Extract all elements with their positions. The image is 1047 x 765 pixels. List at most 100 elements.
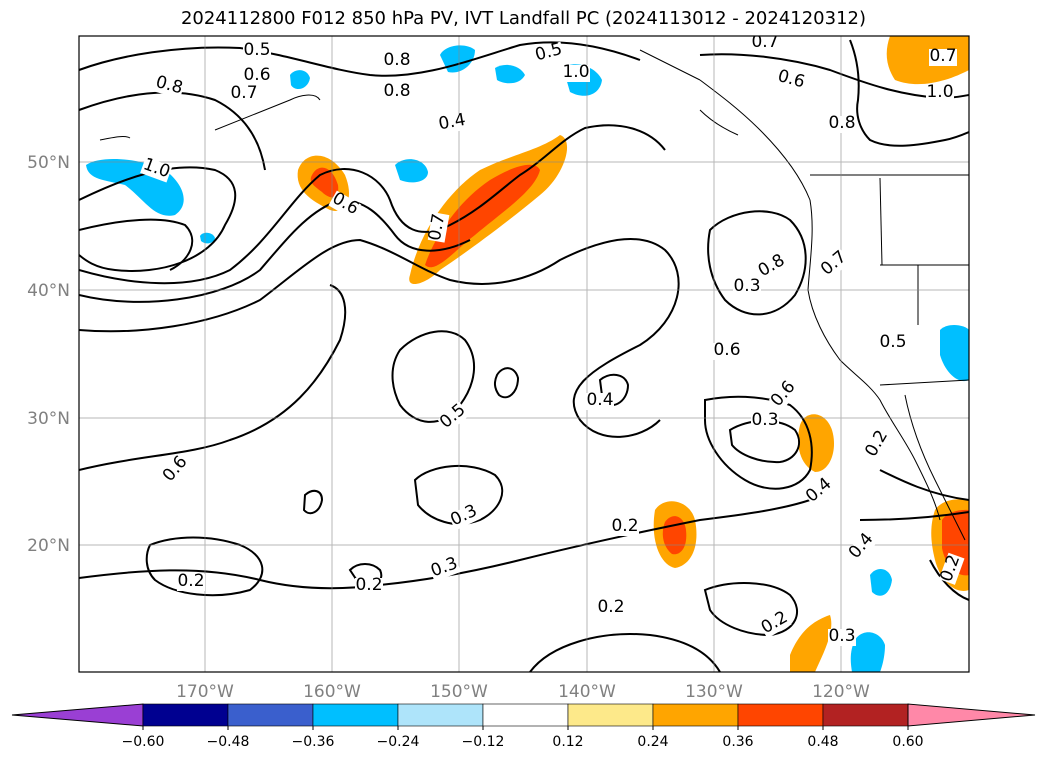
contour-label-bg xyxy=(437,112,468,135)
contour-label-bg xyxy=(926,85,954,102)
contour-label-bg xyxy=(938,552,965,585)
negative-patch xyxy=(870,568,892,596)
contour-label: 0.3 xyxy=(751,410,778,430)
contour-label-bg xyxy=(597,600,625,617)
contour-label-bg xyxy=(383,53,411,70)
colorbar-tick-label: 0.12 xyxy=(552,734,583,750)
colorbar-tick-label: 0.48 xyxy=(807,734,838,750)
contour-label-bg xyxy=(243,68,271,85)
contour-label-bg xyxy=(328,190,362,220)
contour-label-bg xyxy=(818,248,851,280)
contour-label-bg xyxy=(230,86,258,103)
contour-label-bg xyxy=(768,378,800,411)
colorbar-segment xyxy=(482,703,569,727)
negative-patch xyxy=(440,45,475,73)
lon-label: 130°W xyxy=(685,682,743,702)
lat-label: 40°N xyxy=(27,281,70,301)
contour-label: 0.2 xyxy=(758,607,791,638)
contour-label-bg xyxy=(758,609,792,639)
lon-label: 120°W xyxy=(812,682,870,702)
lat-labels: 50°N 40°N 30°N 20°N xyxy=(27,153,70,556)
contour-label-bg xyxy=(733,279,761,296)
contour-label: 0.2 xyxy=(597,597,624,617)
contour-label-bg xyxy=(427,212,450,243)
contour-label-bg xyxy=(803,475,836,507)
contour-label: 0.2 xyxy=(177,571,204,591)
contour-label-bg xyxy=(611,519,639,536)
strong-positive-patch xyxy=(425,164,540,268)
contour-label: 0.6 xyxy=(243,65,270,85)
contour-label-bg xyxy=(562,65,590,82)
lat-label: 30°N xyxy=(27,409,70,429)
lon-label: 150°W xyxy=(430,682,488,702)
contour-label: 0.4 xyxy=(586,390,613,410)
contour-label-bg xyxy=(533,41,565,66)
colorbar-tick-label: 0.60 xyxy=(892,734,923,750)
contour-label-bg xyxy=(355,578,383,595)
contour-label: 0.4 xyxy=(437,110,467,134)
contour-label: 0.8 xyxy=(828,113,855,133)
contour-label: 0.7 xyxy=(751,32,778,52)
contour-label: 1.0 xyxy=(562,62,589,82)
contour-label: 0.7 xyxy=(230,83,257,103)
colorbar-segment xyxy=(227,703,314,727)
colorbar-tick-label: −0.24 xyxy=(377,734,420,750)
coastlines xyxy=(99,49,969,541)
contour-label: 0.2 xyxy=(355,575,382,595)
graticule xyxy=(79,36,969,672)
colorbar-tick-label: −0.60 xyxy=(122,734,165,750)
contour-label-bg xyxy=(755,252,789,282)
colorbar-segment xyxy=(652,703,739,727)
map-frame xyxy=(78,35,970,673)
contour-label: 0.5 xyxy=(243,40,270,60)
colorbar-extend-low xyxy=(11,703,144,727)
contour-label: 0.5 xyxy=(436,400,470,433)
colorbar-segment xyxy=(567,703,654,727)
contour-label: 0.3 xyxy=(733,276,760,296)
colorbar: −0.60 −0.48 −0.36 −0.24 −0.12 0.12 0.24 0.36 0.4… xyxy=(11,703,1036,750)
strong-positive-patch xyxy=(310,167,339,198)
colorbar-tick-label: −0.12 xyxy=(462,734,505,750)
map-plot-area: 0.50.60.8 0.71.00.80.40.51.00.80.70.60.80… xyxy=(79,32,969,672)
contour-label-bg xyxy=(448,503,481,531)
contour-label-bg xyxy=(775,68,807,93)
positive-patch xyxy=(798,414,835,472)
contour-label-bg xyxy=(879,335,907,352)
contour-label-bg xyxy=(863,427,893,461)
negative-patch xyxy=(200,232,215,244)
lon-label: 140°W xyxy=(558,682,616,702)
positive-patch xyxy=(790,615,832,672)
colorbar-segment xyxy=(397,703,484,727)
colorbar-tick-label: −0.48 xyxy=(207,734,250,750)
contour-label-bg xyxy=(751,36,779,52)
colorbar-segment xyxy=(142,703,229,727)
contour-label-bg xyxy=(828,629,856,646)
contour-label: 0.3 xyxy=(447,501,480,531)
colorbar-extend-high xyxy=(907,703,1036,727)
negative-patch xyxy=(850,632,885,672)
contour-label-bg xyxy=(153,74,185,99)
contour-label: 0.2 xyxy=(861,427,892,460)
contour-label: 0.6 xyxy=(713,340,740,360)
contour-label: 0.7 xyxy=(425,212,449,242)
pv-contours xyxy=(79,39,969,672)
contour-label-group: 0.50.60.8 0.71.00.80.40.51.00.80.70.60.80… xyxy=(140,32,965,646)
lat-label: 20°N xyxy=(27,536,70,556)
contour-label-bg xyxy=(243,43,271,60)
contour-label-bg xyxy=(177,574,205,591)
contour-label-bg xyxy=(751,413,779,430)
contour-label-bg xyxy=(846,530,878,563)
lon-label: 160°W xyxy=(303,682,361,702)
contour-label: 0.6 xyxy=(159,452,192,486)
map-title: 2024112800 F012 850 hPa PV, IVT Landfall… xyxy=(180,8,867,29)
contour-label-bg xyxy=(828,116,856,133)
contour-label: 0.8 xyxy=(154,72,185,98)
contour-label: 0.3 xyxy=(828,626,855,646)
negative-patch xyxy=(495,64,525,84)
lon-label: 170°W xyxy=(176,682,234,702)
colorbar-segment xyxy=(737,703,824,727)
contour-label: 0.6 xyxy=(767,377,800,411)
lon-labels: 170°W 160°W 150°W 140°W 130°W 120°W xyxy=(176,682,870,702)
contour-label: 0.5 xyxy=(879,332,906,352)
